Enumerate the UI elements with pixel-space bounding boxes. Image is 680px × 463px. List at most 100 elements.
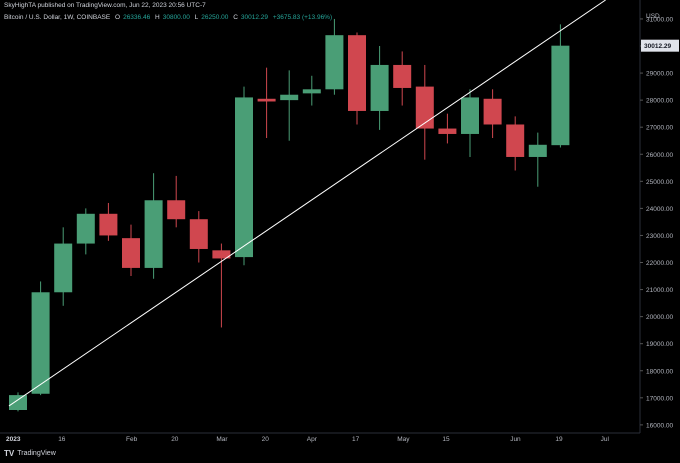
price-tick-label: 27000.00 [646, 125, 673, 132]
candle [370, 46, 389, 130]
price-tick-label: 26000.00 [646, 152, 673, 159]
price-tick-label: 31000.00 [646, 16, 673, 23]
candle [280, 70, 299, 141]
candles-layer [9, 18, 570, 412]
time-tick-label: 15 [442, 436, 450, 443]
publisher-header: SkyHighTA published on TradingView.com, … [4, 2, 206, 9]
candle-body [122, 238, 140, 268]
candle-body [528, 144, 547, 157]
price-tick-label: 22000.00 [646, 260, 673, 267]
time-tick-label: 19 [555, 436, 563, 443]
candle-body [370, 64, 389, 111]
open-value: 26336.46 [123, 14, 151, 21]
low-value: 26250.00 [201, 14, 229, 21]
price-tick-label: 18000.00 [646, 368, 673, 375]
candle-body [99, 213, 118, 236]
close-label: C [233, 14, 238, 21]
time-tick-label: Jul [601, 436, 610, 443]
price-axis[interactable]: 16000.00 17000.00 18000.00 19000.00 20000.00… [639, 0, 679, 433]
symbol-title: Bitcoin / U.S. Dollar, 1W, COINBASE [4, 14, 111, 21]
candle [393, 51, 412, 106]
candle-body [461, 97, 479, 134]
candle-body [348, 35, 366, 111]
ohlc-info-bar: Bitcoin / U.S. Dollar, 1W, COINBASE O 263… [4, 14, 335, 21]
high-value: 30800.00 [162, 14, 190, 21]
candle-body [31, 292, 50, 394]
candle [483, 89, 502, 139]
price-tick-label: 20000.00 [646, 314, 673, 321]
price-tick-label: 25000.00 [646, 179, 673, 186]
candle [167, 175, 186, 228]
tradingview-footer[interactable]: TV TradingView [4, 449, 56, 458]
candle [189, 211, 208, 263]
candle [461, 89, 479, 157]
candle-body [235, 97, 253, 258]
candle-body [415, 86, 434, 129]
last-price-value: 30012.29 [644, 43, 671, 50]
price-tick-label: 21000.00 [646, 287, 673, 294]
last-price-tag [641, 39, 679, 52]
currency-label: USD [646, 13, 660, 20]
candle [76, 208, 95, 255]
candle-body [144, 200, 163, 268]
candle [122, 224, 140, 277]
price-tick-label: 28000.00 [646, 98, 673, 105]
candle-body [483, 98, 502, 125]
time-tick-label: 20 [171, 436, 179, 443]
candle [99, 202, 118, 241]
high-label: H [155, 14, 160, 21]
candle [506, 116, 525, 171]
candle [325, 18, 344, 95]
trendline[interactable] [8, 0, 606, 407]
tradingview-logo-icon: TV [4, 449, 15, 458]
candle [257, 67, 276, 139]
candle [235, 86, 253, 266]
candle-body [9, 395, 27, 410]
time-tick-label: 20 [262, 436, 270, 443]
candle-body [189, 219, 208, 249]
candle [551, 24, 570, 148]
candle-body [280, 94, 299, 101]
price-tick-label: 24000.00 [646, 206, 673, 213]
candle [54, 227, 73, 306]
candle [415, 64, 434, 160]
price-tick-label: 17000.00 [646, 395, 673, 402]
time-tick-label: 16 [58, 436, 66, 443]
candle-body [393, 64, 412, 88]
trendline-layer [8, 0, 606, 407]
price-tick-label: 19000.00 [646, 341, 673, 348]
price-tick-label: 29000.00 [646, 71, 673, 78]
candle-body [54, 243, 73, 293]
price-tick-label: 23000.00 [646, 233, 673, 240]
price-tick-label: 16000.00 [646, 422, 673, 429]
time-axis[interactable]: 2023 16 Feb 20 Mar 20 Apr 17 May 15 Jun 19 Jul [0, 432, 640, 443]
candle [438, 113, 457, 144]
candle-body [506, 124, 525, 157]
tradingview-brand: TradingView [17, 450, 56, 457]
time-tick-label: Apr [307, 436, 318, 443]
candle [144, 173, 163, 279]
change-value: +3675.83 (+13.96%) [272, 14, 333, 21]
time-tick-label: 17 [352, 436, 360, 443]
candle-body [551, 45, 570, 146]
close-value: 30012.29 [240, 14, 269, 21]
candle-body [438, 128, 457, 134]
candle-body [167, 200, 186, 220]
open-label: O [115, 14, 121, 21]
time-tick-label: Feb [126, 436, 138, 443]
candle [212, 243, 231, 328]
candle-body [325, 35, 344, 90]
candle [9, 392, 27, 412]
candle [348, 32, 366, 125]
candle [528, 132, 547, 187]
low-label: L [194, 14, 199, 21]
time-tick-label: Jun [510, 436, 521, 443]
candle-body [212, 250, 231, 259]
candle [302, 75, 321, 106]
time-tick-label: Mar [216, 436, 228, 443]
time-tick-label: May [397, 436, 410, 443]
candle [31, 281, 50, 396]
candle-body [257, 98, 276, 102]
time-tick-label: 2023 [6, 436, 21, 443]
